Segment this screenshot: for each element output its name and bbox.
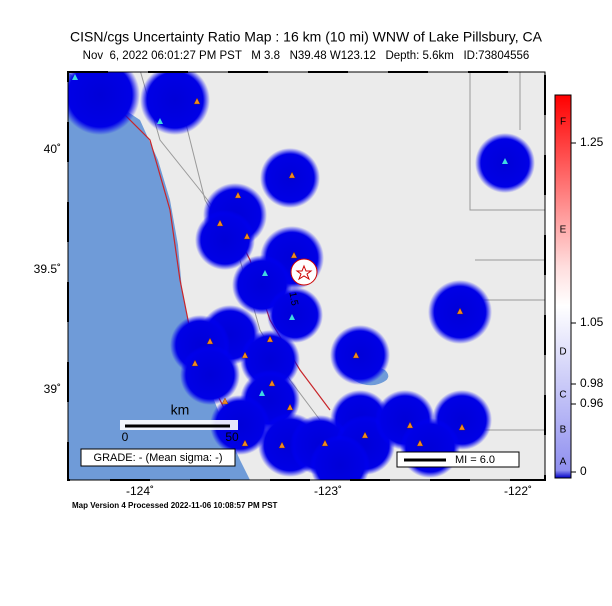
grade-letter: B [560, 425, 567, 436]
title: CISN/cgs Uncertainty Ratio Map : 16 km (… [70, 29, 543, 45]
scale-tick: 0 [122, 430, 129, 444]
scale-tick: 50 [225, 430, 239, 444]
colorbar [554, 94, 572, 479]
grade-letter: E [560, 225, 567, 236]
colorbar-label: 0.98 [580, 376, 604, 390]
lon-label: -124˚ [126, 484, 154, 498]
lat-label: 39.5˚ [34, 262, 61, 276]
colorbar-label: 0 [580, 464, 587, 478]
legend: MI = 6.0 [455, 454, 495, 466]
grade-letter: A [560, 457, 567, 468]
contour-label: 1.5 [286, 291, 299, 307]
lon-label: -123˚ [314, 484, 342, 498]
lat-label: 40˚ [44, 142, 61, 156]
subtitle: Nov 6, 2022 06:01:27 PM PST M 3.8 N39.48… [83, 50, 530, 62]
grade-letter: C [559, 390, 566, 401]
grade: GRADE: - (Mean sigma: -) [94, 452, 223, 464]
grade-letter: D [559, 347, 566, 358]
footer: Map Version 4 Processed 2022-11-06 10:08… [72, 501, 278, 510]
lat-label: 39˚ [44, 382, 61, 396]
colorbar-label: 0.96 [580, 396, 604, 410]
colorbar-label: 1.05 [580, 315, 604, 329]
colorbar-label: 1.25 [580, 135, 604, 149]
scale-unit: km [171, 402, 190, 418]
lon-label: -122˚ [504, 484, 532, 498]
grade-letter: F [560, 117, 566, 128]
map: 1.5 km 0 50 GRADE: - (Mean sigma: -) MI … [68, 72, 545, 480]
